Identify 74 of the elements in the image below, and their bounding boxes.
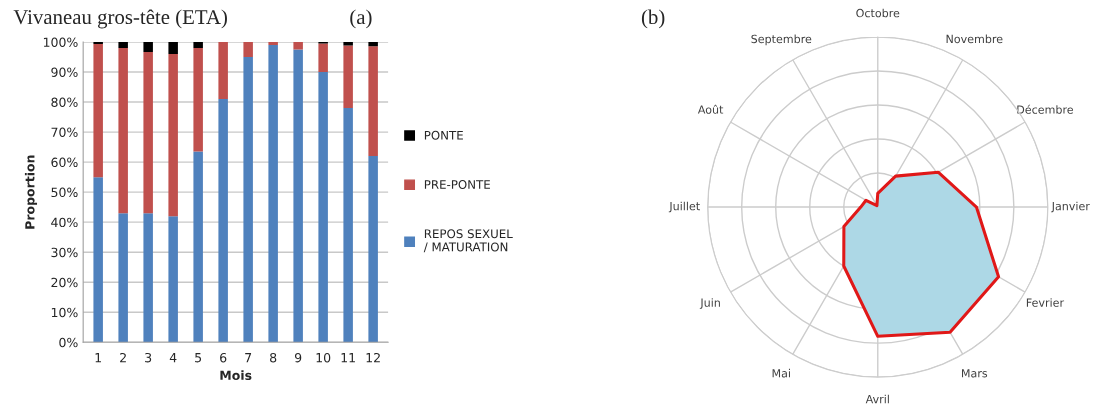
bar: [343, 42, 353, 46]
y-tick-label: 20%: [51, 277, 78, 288]
bar: [118, 48, 128, 214]
bar: [193, 48, 203, 152]
y-tick-label: 70%: [51, 127, 78, 138]
y-tick-label: 60%: [51, 157, 78, 168]
spoke-label: Juillet: [668, 201, 700, 213]
bar: [268, 45, 278, 343]
x-tick-label: 4: [169, 353, 177, 363]
x-tick-label: 10: [316, 352, 331, 363]
y-tick-label: 80%: [51, 97, 78, 107]
x-tick-label: 9: [294, 352, 302, 363]
spoke-label: Novembre: [946, 34, 1003, 44]
bar: [118, 213, 128, 343]
x-tick-label: 2: [120, 352, 126, 363]
x-tick-label: 3: [145, 352, 152, 363]
bar: [318, 72, 328, 343]
legend-label: PRE-PONTE: [424, 180, 490, 189]
spoke-label: Mai: [772, 368, 790, 378]
bar: [168, 42, 178, 55]
x-tick-label: 11: [341, 353, 355, 363]
x-tick-label: 7: [245, 353, 252, 363]
legend-label: PONTE: [424, 130, 463, 140]
bar: [143, 213, 153, 343]
bar: [293, 49, 303, 343]
x-tick-label: 1: [95, 353, 101, 363]
chart-title: Vivaneau gros-tête (ETA): [13, 9, 227, 29]
bar: [143, 51, 153, 214]
y-tick-label: 0%: [59, 337, 78, 348]
bar: [368, 156, 378, 343]
bar: [118, 42, 128, 49]
bar: [193, 42, 203, 49]
text: (a): [350, 9, 372, 29]
y-axis-title: Proportion: [24, 155, 38, 229]
bar: [218, 42, 228, 100]
bar: [368, 42, 378, 47]
spoke-label: Octobre: [856, 8, 900, 18]
bar: [93, 177, 103, 343]
bar: [168, 54, 178, 217]
spoke-label: Septembre: [751, 34, 812, 46]
y-tick-label: 50%: [51, 187, 78, 198]
bar: [343, 108, 353, 343]
x-tick-label: 6: [220, 352, 227, 363]
bar: [293, 42, 303, 50]
bar: [93, 42, 103, 45]
bar: [143, 42, 153, 52]
x-tick-label: 5: [195, 353, 202, 363]
bar: [343, 45, 353, 109]
y-tick-label: 10%: [51, 307, 78, 318]
x-tick-label: 12: [366, 352, 380, 363]
text: (b): [641, 9, 665, 29]
spoke-label: Janvier: [1051, 201, 1090, 213]
spoke-label: Mars: [962, 369, 988, 378]
spoke-label: Juin: [699, 298, 720, 309]
bar: [243, 42, 253, 58]
bar: [268, 42, 278, 45]
bar: [168, 216, 178, 343]
legend-label: REPOS SEXUEL / MATURATION: [423, 229, 513, 253]
bar: [318, 43, 328, 73]
bar: [243, 57, 253, 343]
spoke-label: Fevrier: [1026, 298, 1065, 307]
bar: [218, 99, 228, 343]
bar: [193, 151, 203, 343]
bar: [368, 46, 378, 157]
y-tick-label: 40%: [51, 217, 78, 228]
y-tick-label: 30%: [51, 247, 78, 258]
x-axis-title: Mois: [220, 370, 252, 381]
bar: [93, 44, 103, 178]
spoke-label: Août: [697, 104, 724, 114]
spoke-label: Avril: [865, 394, 889, 404]
y-tick-label: 100%: [43, 37, 78, 47]
x-tick-label: 8: [270, 352, 277, 363]
y-tick-label: 90%: [51, 67, 78, 77]
spoke-label: Décembre: [1017, 104, 1074, 114]
